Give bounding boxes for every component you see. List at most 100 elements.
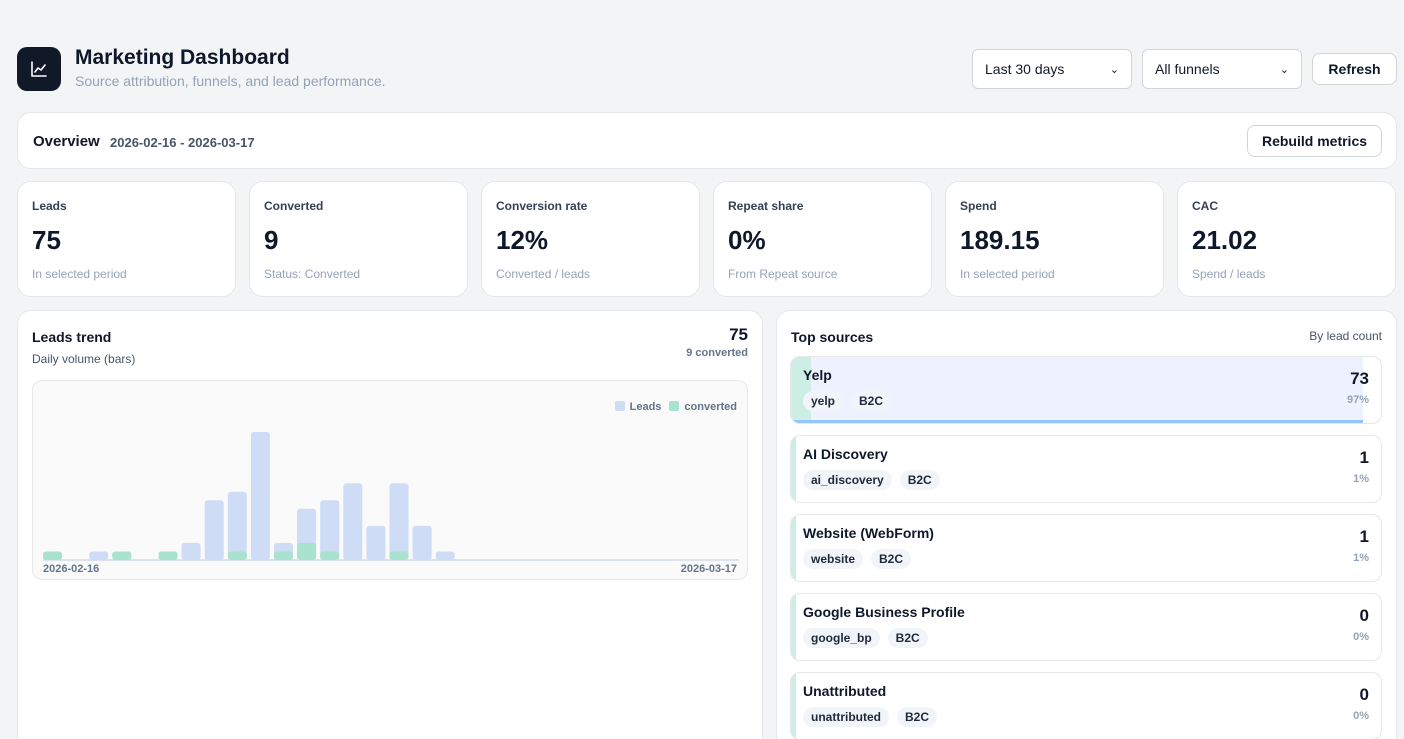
date-range: 2026-02-16 - 2026-03-17 (110, 135, 255, 150)
leads-trend-panel: Leads trend Daily volume (bars) 75 9 con… (17, 310, 763, 739)
source-key-chip: website (803, 549, 864, 569)
funnel-select[interactable]: All funnels ⌄ (1142, 49, 1302, 89)
source-row[interactable]: Google Business Profile google_bp B2C 0 0% (790, 593, 1382, 661)
source-row[interactable]: Yelp yelp B2C 73 97% (790, 356, 1382, 424)
sources-title: Top sources (791, 329, 874, 345)
source-percent: 0% (1353, 631, 1369, 643)
source-row[interactable]: Unattributed unattributed B2C 0 0% (790, 672, 1382, 739)
converted-bar (112, 551, 132, 560)
legend-label: converted (684, 401, 737, 413)
overview-label: Overview (33, 133, 100, 150)
leads-bar (389, 483, 409, 560)
leads-bar (412, 525, 432, 560)
kpi-card-cac: CAC 21.02 Spend / leads (1177, 181, 1396, 297)
rebuild-metrics-button[interactable]: Rebuild metrics (1247, 125, 1382, 157)
kpi-label: Leads (32, 199, 67, 213)
leads-bar (250, 432, 270, 560)
row-accent (791, 515, 796, 581)
source-row[interactable]: Website (WebForm) website B2C 1 1% (790, 514, 1382, 582)
chart-legend: Leads converted (614, 401, 737, 413)
sources-sort-label: By lead count (1309, 329, 1382, 343)
source-key-chip: unattributed (803, 707, 889, 727)
converted-bar (43, 551, 62, 560)
source-name: AI Discovery (803, 446, 888, 462)
row-accent (791, 673, 796, 739)
source-count: 73 (1350, 369, 1369, 388)
kpi-card-conversion-rate: Conversion rate 12% Converted / leads (481, 181, 700, 297)
legend-item-leads: Leads (614, 401, 661, 413)
row-accent (791, 594, 796, 660)
x-axis-end-label: 2026-03-17 (680, 563, 737, 575)
kpi-subtext: Status: Converted (264, 267, 361, 281)
row-accent (791, 436, 796, 502)
leads-bar (89, 551, 109, 560)
leads-bar (181, 542, 201, 560)
kpi-subtext: In selected period (32, 267, 127, 281)
trend-subtitle: Daily volume (bars) (32, 352, 136, 366)
overview-bar: Overview 2026-02-16 - 2026-03-17 Rebuild… (17, 112, 1397, 169)
kpi-label: Conversion rate (496, 199, 588, 213)
kpi-value: 9 (264, 225, 279, 255)
segment-chip: B2C (899, 470, 940, 490)
leads-bar (204, 500, 224, 560)
share-fill (791, 357, 1364, 423)
source-percent: 1% (1353, 473, 1369, 485)
leads-bar (366, 525, 386, 560)
source-count: 0 (1359, 606, 1369, 625)
kpi-label: CAC (1192, 199, 1218, 213)
leads-chart: Leads converted 2026-02-16 2026-03-17 (32, 380, 748, 580)
kpi-subtext: Spend / leads (1192, 267, 1266, 281)
bar-chart-svg (43, 432, 739, 561)
source-name: Google Business Profile (803, 604, 965, 620)
chart-line-icon (17, 47, 61, 91)
kpi-value: 189.15 (960, 225, 1040, 255)
source-key-chip: yelp (803, 391, 844, 411)
source-name: Yelp (803, 367, 832, 383)
trend-title: Leads trend (32, 329, 112, 345)
converted-bar (389, 551, 409, 560)
page-title: Marketing Dashboard (75, 46, 290, 69)
source-tags: google_bp B2C (803, 628, 928, 648)
source-tags: website B2C (803, 549, 912, 569)
source-count: 1 (1359, 448, 1369, 467)
source-tags: yelp B2C (803, 391, 892, 411)
kpi-card-spend: Spend 189.15 In selected period (945, 181, 1164, 297)
converted-bar (227, 551, 247, 560)
kpi-value: 75 (32, 225, 61, 255)
converted-bar (297, 542, 317, 560)
period-select[interactable]: Last 30 days ⌄ (972, 49, 1132, 89)
source-key-chip: google_bp (803, 628, 880, 648)
top-sources-panel: Top sources By lead count Yelp yelp B2C 73 9… (776, 310, 1397, 739)
kpi-subtext: Converted / leads (496, 267, 591, 281)
kpi-value: 0% (728, 225, 766, 255)
kpi-value: 21.02 (1192, 225, 1258, 255)
chevron-down-icon: ⌄ (1109, 63, 1119, 76)
kpi-label: Repeat share (728, 199, 804, 213)
leads-bar (435, 551, 455, 560)
kpi-card-leads: Leads 75 In selected period (17, 181, 236, 297)
kpi-value: 12% (496, 225, 549, 255)
source-percent: 1% (1353, 552, 1369, 564)
kpi-label: Converted (264, 199, 324, 213)
source-count: 0 (1359, 685, 1369, 704)
trend-converted-count: 9 converted (686, 347, 748, 359)
kpi-subtext: In selected period (960, 267, 1055, 281)
trend-total: 75 (729, 325, 748, 344)
refresh-button[interactable]: Refresh (1312, 53, 1397, 85)
period-select-value: Last 30 days (985, 61, 1065, 77)
kpi-subtext: From Repeat source (728, 267, 838, 281)
page-subtitle: Source attribution, funnels, and lead pe… (75, 73, 386, 89)
converted-bar (158, 551, 178, 560)
segment-chip: B2C (851, 391, 892, 411)
source-row[interactable]: AI Discovery ai_discovery B2C 1 1% (790, 435, 1382, 503)
kpi-label: Spend (960, 199, 997, 213)
source-name: Unattributed (803, 683, 887, 699)
x-axis-start-label: 2026-02-16 (43, 563, 100, 575)
leads-bar (227, 491, 247, 560)
converted-bar (320, 551, 340, 560)
leads-bar (320, 500, 340, 560)
source-count: 1 (1359, 527, 1369, 546)
kpi-card-converted: Converted 9 Status: Converted (249, 181, 468, 297)
share-bar (791, 420, 1364, 423)
source-key-chip: ai_discovery (803, 470, 892, 490)
